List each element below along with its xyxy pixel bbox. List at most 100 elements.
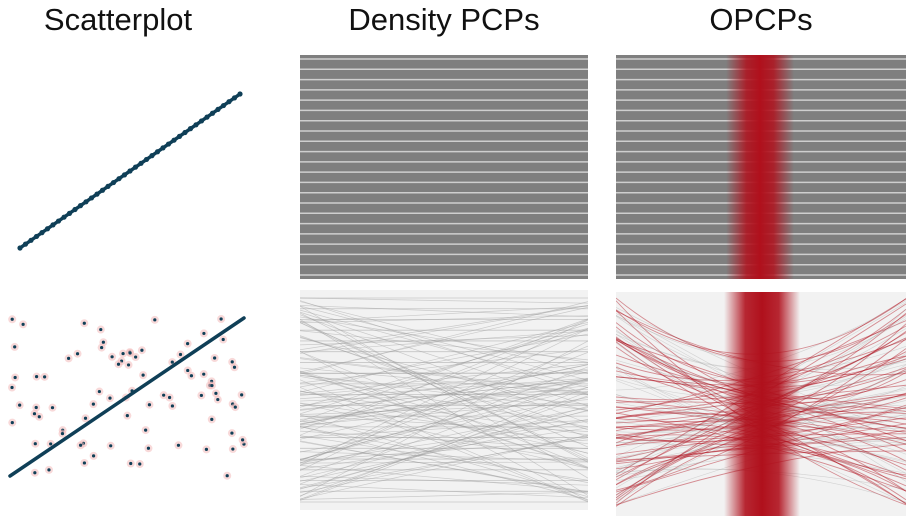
polyline-segment	[300, 366, 588, 477]
scatter-point	[109, 444, 113, 448]
scatter-point	[82, 461, 87, 465]
scatter-point	[110, 355, 114, 359]
scatter-point	[210, 417, 214, 421]
scatter-point	[189, 374, 194, 378]
polyline-segment	[300, 319, 588, 496]
scatter-point	[241, 438, 245, 442]
polyline-segment	[300, 389, 588, 402]
polyline-segment	[300, 399, 588, 426]
scatter-point	[187, 126, 194, 132]
title-opcps: OPCPs	[709, 2, 813, 37]
scatter-point	[50, 222, 56, 228]
density-pcp-correlated-canvas	[300, 55, 588, 279]
polyline-segment	[300, 419, 588, 438]
polyline-segment	[300, 451, 588, 462]
scatter-point	[233, 405, 237, 409]
scatter-point	[105, 183, 111, 189]
polyline-segment	[300, 305, 588, 318]
polyline-segment	[300, 372, 588, 469]
polyline-segment	[300, 311, 588, 407]
scatter-point	[116, 176, 122, 182]
polyline-segment	[300, 405, 588, 490]
scatter-point	[33, 471, 37, 475]
scatter-point	[240, 393, 244, 397]
scatter-point	[127, 168, 133, 174]
density-pcp-noisy	[300, 290, 588, 510]
scatter-point	[77, 203, 84, 209]
scatter-point	[13, 375, 17, 380]
polyline-segment	[300, 390, 588, 454]
scatter-point	[99, 327, 103, 332]
polyline-segment	[300, 305, 588, 381]
scatter-point	[97, 389, 101, 394]
scatter-point	[17, 245, 23, 251]
polyline-segment	[300, 318, 588, 422]
polyline-segment	[300, 367, 588, 395]
polyline-segment	[300, 348, 588, 384]
scatter-point	[160, 145, 166, 151]
scatter-point	[162, 393, 166, 397]
polyline-segment	[300, 301, 588, 375]
scatter-point	[226, 99, 232, 105]
scatter-point	[134, 355, 138, 359]
polyline-segment	[300, 305, 588, 479]
polyline-segment	[300, 376, 588, 428]
polyline-segment	[300, 368, 588, 406]
scatter-point	[220, 102, 227, 109]
scatter-point	[231, 95, 238, 101]
scatter-point	[22, 241, 29, 247]
scatter-point	[49, 442, 53, 446]
polyline-segment	[300, 345, 588, 462]
polyline-segment	[300, 322, 588, 459]
scatter-point	[186, 342, 190, 346]
scatter-point	[237, 91, 243, 97]
density-background	[300, 55, 588, 279]
scatter-point	[128, 351, 132, 355]
polyline-segment	[300, 337, 588, 412]
polyline-segment	[300, 385, 588, 422]
polyline-segment	[300, 333, 588, 388]
scatter-point	[94, 191, 100, 197]
scatter-point	[165, 141, 172, 147]
polyline-segment	[300, 420, 588, 463]
polyline-segment	[300, 357, 588, 394]
scatter-point	[91, 402, 95, 406]
polyline-segment	[300, 414, 588, 498]
scatter-point	[149, 153, 155, 159]
polyline-segment	[300, 328, 588, 472]
scatter-point	[143, 156, 150, 163]
scatter-point	[231, 447, 235, 451]
scatter-point	[34, 375, 39, 379]
scatter-point	[121, 351, 125, 356]
scatter-point	[202, 331, 206, 336]
polyline-segment	[300, 420, 588, 461]
scatter-point	[116, 362, 121, 366]
scatter-point	[232, 365, 237, 369]
polyline-segment	[300, 491, 588, 500]
scatter-point	[100, 345, 104, 350]
scatter-point	[33, 233, 40, 240]
scatter-point	[138, 160, 144, 166]
polyline-segment	[300, 370, 588, 396]
polyline-segment	[300, 316, 588, 363]
regression-line	[8, 316, 246, 478]
title-scatterplot: Scatterplot	[43, 2, 193, 37]
polyline-segment	[300, 461, 588, 464]
polyline-segment	[300, 395, 588, 497]
scatter-point	[186, 368, 190, 373]
scatter-point	[132, 164, 139, 170]
scatter-point	[140, 348, 144, 352]
polyline-segment	[300, 335, 588, 346]
polyline-segment	[300, 379, 588, 461]
polyline-segment	[300, 363, 588, 394]
polyline-segment	[300, 330, 588, 361]
polyline-segment	[300, 439, 588, 462]
scatterplot-correlated	[8, 82, 248, 258]
polyline-segment	[300, 379, 588, 502]
scatter-point	[126, 363, 131, 367]
scatter-point	[43, 375, 47, 379]
opcp-correlated-canvas	[616, 55, 906, 279]
polyline-segment	[300, 336, 588, 431]
scatter-point	[176, 133, 183, 139]
scatter-point	[202, 372, 206, 376]
